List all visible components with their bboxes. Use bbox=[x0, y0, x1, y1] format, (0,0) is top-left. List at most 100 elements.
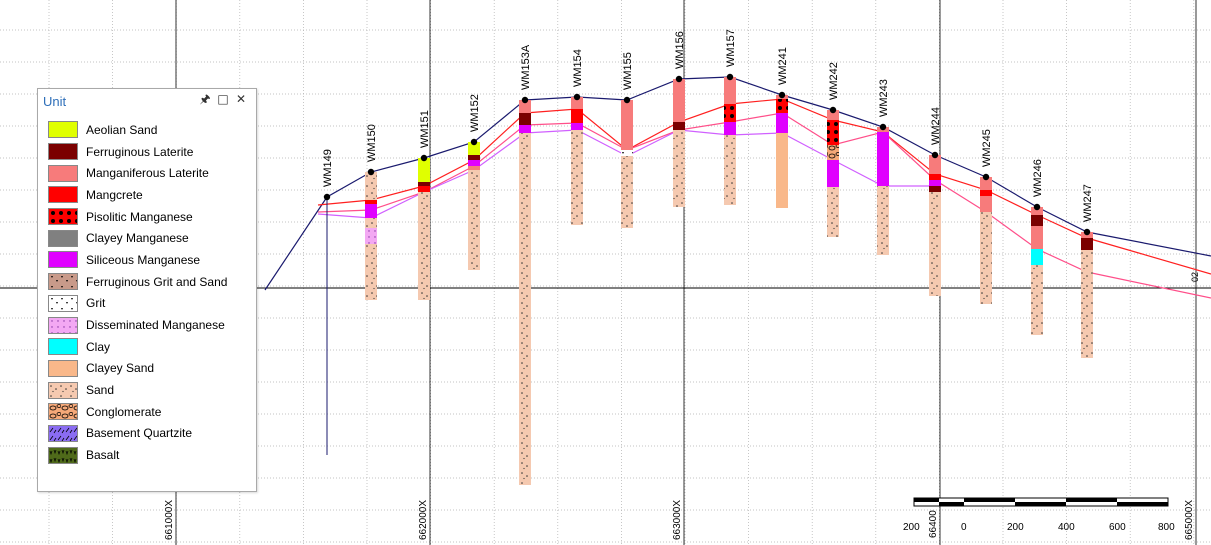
legend-label: Clayey Sand bbox=[86, 361, 155, 376]
collar-marker bbox=[1033, 203, 1041, 211]
hole-label: WM242 bbox=[828, 62, 840, 100]
unit-legend-panel[interactable]: Unit 🖈 □ ✕ Aeolian Sand Ferruginous Later… bbox=[37, 88, 257, 492]
legend-item[interactable]: Sand bbox=[48, 379, 227, 401]
close-icon[interactable]: ✕ bbox=[235, 92, 247, 106]
legend-item[interactable]: Disseminated Manganese bbox=[48, 314, 227, 336]
drillhole-interval bbox=[877, 186, 889, 255]
drillhole-wm156[interactable]: WM156 bbox=[673, 31, 686, 207]
drillhole-interval bbox=[519, 125, 531, 133]
drillhole-wm153a[interactable]: WM153A bbox=[519, 44, 532, 485]
drillhole-wm150[interactable]: WM150 bbox=[365, 124, 378, 300]
drillhole-interval bbox=[468, 170, 480, 270]
drillhole-interval bbox=[418, 192, 430, 300]
drillhole-interval bbox=[418, 158, 430, 182]
drillhole-interval bbox=[571, 109, 583, 123]
legend-label: Basement Quartzite bbox=[86, 426, 193, 441]
drillhole-interval bbox=[621, 156, 633, 228]
hole-label: WM156 bbox=[674, 31, 686, 69]
legend-label: Clay bbox=[86, 339, 111, 354]
collar-marker bbox=[931, 151, 939, 159]
legend-swatch bbox=[48, 359, 78, 377]
drillhole-interval bbox=[929, 180, 941, 186]
scale-label-600: 600 bbox=[1109, 522, 1126, 533]
collar-marker bbox=[623, 96, 631, 104]
drillhole-wm246[interactable]: WM246 bbox=[1031, 159, 1044, 335]
legend-item[interactable]: Basalt bbox=[48, 444, 227, 466]
hole-label: WM149 bbox=[322, 149, 334, 187]
drillhole-interval bbox=[929, 192, 941, 296]
drillhole-wm154[interactable]: WM154 bbox=[571, 49, 584, 225]
drillhole-interval bbox=[673, 122, 685, 130]
legend-item[interactable]: Clayey Manganese bbox=[48, 227, 227, 249]
scale-bar: 200 0 200 400 600 800 66400 bbox=[903, 497, 1175, 538]
collar-marker bbox=[1083, 228, 1091, 236]
hole-label: WM247 bbox=[1082, 184, 1094, 222]
collar-marker bbox=[367, 168, 375, 176]
legend-item[interactable]: Clay bbox=[48, 336, 227, 358]
drillhole-wm151[interactable]: WM151 bbox=[418, 110, 431, 300]
collar-marker bbox=[323, 193, 331, 201]
hole-label: WM153A bbox=[520, 44, 532, 90]
legend-item[interactable]: Basement Quartzite bbox=[48, 423, 227, 445]
legend-item[interactable]: Conglomerate bbox=[48, 401, 227, 423]
drillhole-interval bbox=[776, 113, 788, 133]
drillhole-interval bbox=[571, 130, 583, 225]
drillhole-interval bbox=[1081, 238, 1093, 250]
legend-item[interactable]: Mangcrete bbox=[48, 184, 227, 206]
drillhole-interval bbox=[365, 200, 377, 204]
grid-label-665000: 665000X bbox=[1184, 500, 1195, 540]
drillhole-interval bbox=[827, 145, 839, 160]
drillhole-wm247[interactable]: WM247 bbox=[1081, 184, 1094, 358]
drillhole-interval bbox=[980, 190, 992, 196]
legend-item[interactable]: Manganiferous Laterite bbox=[48, 162, 227, 184]
drillhole-wm245[interactable]: WM245 bbox=[980, 129, 993, 304]
drillhole-wm155[interactable]: WM155 bbox=[621, 52, 634, 228]
pin-icon[interactable]: 🖈 bbox=[199, 92, 211, 106]
legend-swatch bbox=[48, 294, 78, 312]
legend-item[interactable]: Ferruginous Grit and Sand bbox=[48, 271, 227, 293]
drillhole-interval bbox=[468, 155, 480, 160]
legend-item[interactable]: Grit bbox=[48, 293, 227, 315]
drillhole-wm149[interactable]: WM149 bbox=[322, 149, 334, 455]
drillhole-wm157[interactable]: WM157 bbox=[724, 29, 737, 205]
drillhole-interval bbox=[519, 113, 531, 125]
legend-item[interactable]: Pisolitic Manganese bbox=[48, 206, 227, 228]
drillhole-wm244[interactable]: WM244 bbox=[929, 107, 942, 296]
legend-item[interactable]: Aeolian Sand bbox=[48, 119, 227, 141]
legend-swatch bbox=[48, 338, 78, 356]
legend-title: Unit bbox=[43, 94, 67, 109]
drillhole-wm152[interactable]: WM152 bbox=[468, 94, 481, 270]
legend-label: Ferruginous Laterite bbox=[86, 144, 194, 159]
drillhole-interval bbox=[365, 172, 377, 200]
collar-marker bbox=[521, 96, 529, 104]
drillhole-interval bbox=[1031, 249, 1043, 265]
topography-line bbox=[264, 76, 1211, 291]
edge-label: 02 bbox=[1190, 272, 1200, 282]
restore-icon[interactable]: □ bbox=[217, 92, 229, 106]
scale-label-66400: 66400 bbox=[928, 510, 939, 538]
drillhole-interval bbox=[468, 142, 480, 155]
drillhole-wm243[interactable]: WM243 bbox=[877, 79, 890, 255]
drillhole-wm242[interactable]: WM242 bbox=[827, 62, 840, 237]
legend-item[interactable]: Ferruginous Laterite bbox=[48, 141, 227, 163]
hole-label: WM243 bbox=[878, 79, 890, 117]
legend-swatch bbox=[48, 251, 78, 269]
legend-swatch bbox=[48, 381, 78, 399]
legend-item[interactable]: Clayey Sand bbox=[48, 358, 227, 380]
hole-label: WM157 bbox=[725, 29, 737, 67]
drillhole-interval bbox=[776, 133, 788, 208]
legend-label: Grit bbox=[86, 296, 106, 311]
legend-label: Aeolian Sand bbox=[86, 122, 158, 137]
legend-item[interactable]: Siliceous Manganese bbox=[48, 249, 227, 271]
drillhole-wm241[interactable]: WM241 bbox=[776, 47, 789, 208]
drillholes[interactable]: WM149 WM150 WM151 WM152 WM153A WM154 WM155 WM15… bbox=[322, 29, 1094, 485]
legend-swatch bbox=[48, 143, 78, 161]
legend-swatch bbox=[48, 273, 78, 291]
drillhole-interval bbox=[571, 97, 583, 109]
collar-marker bbox=[470, 138, 478, 146]
hole-label: WM245 bbox=[981, 129, 993, 167]
drillhole-interval bbox=[980, 196, 992, 212]
hole-label: WM150 bbox=[366, 124, 378, 162]
legend-label: Clayey Manganese bbox=[86, 231, 189, 246]
